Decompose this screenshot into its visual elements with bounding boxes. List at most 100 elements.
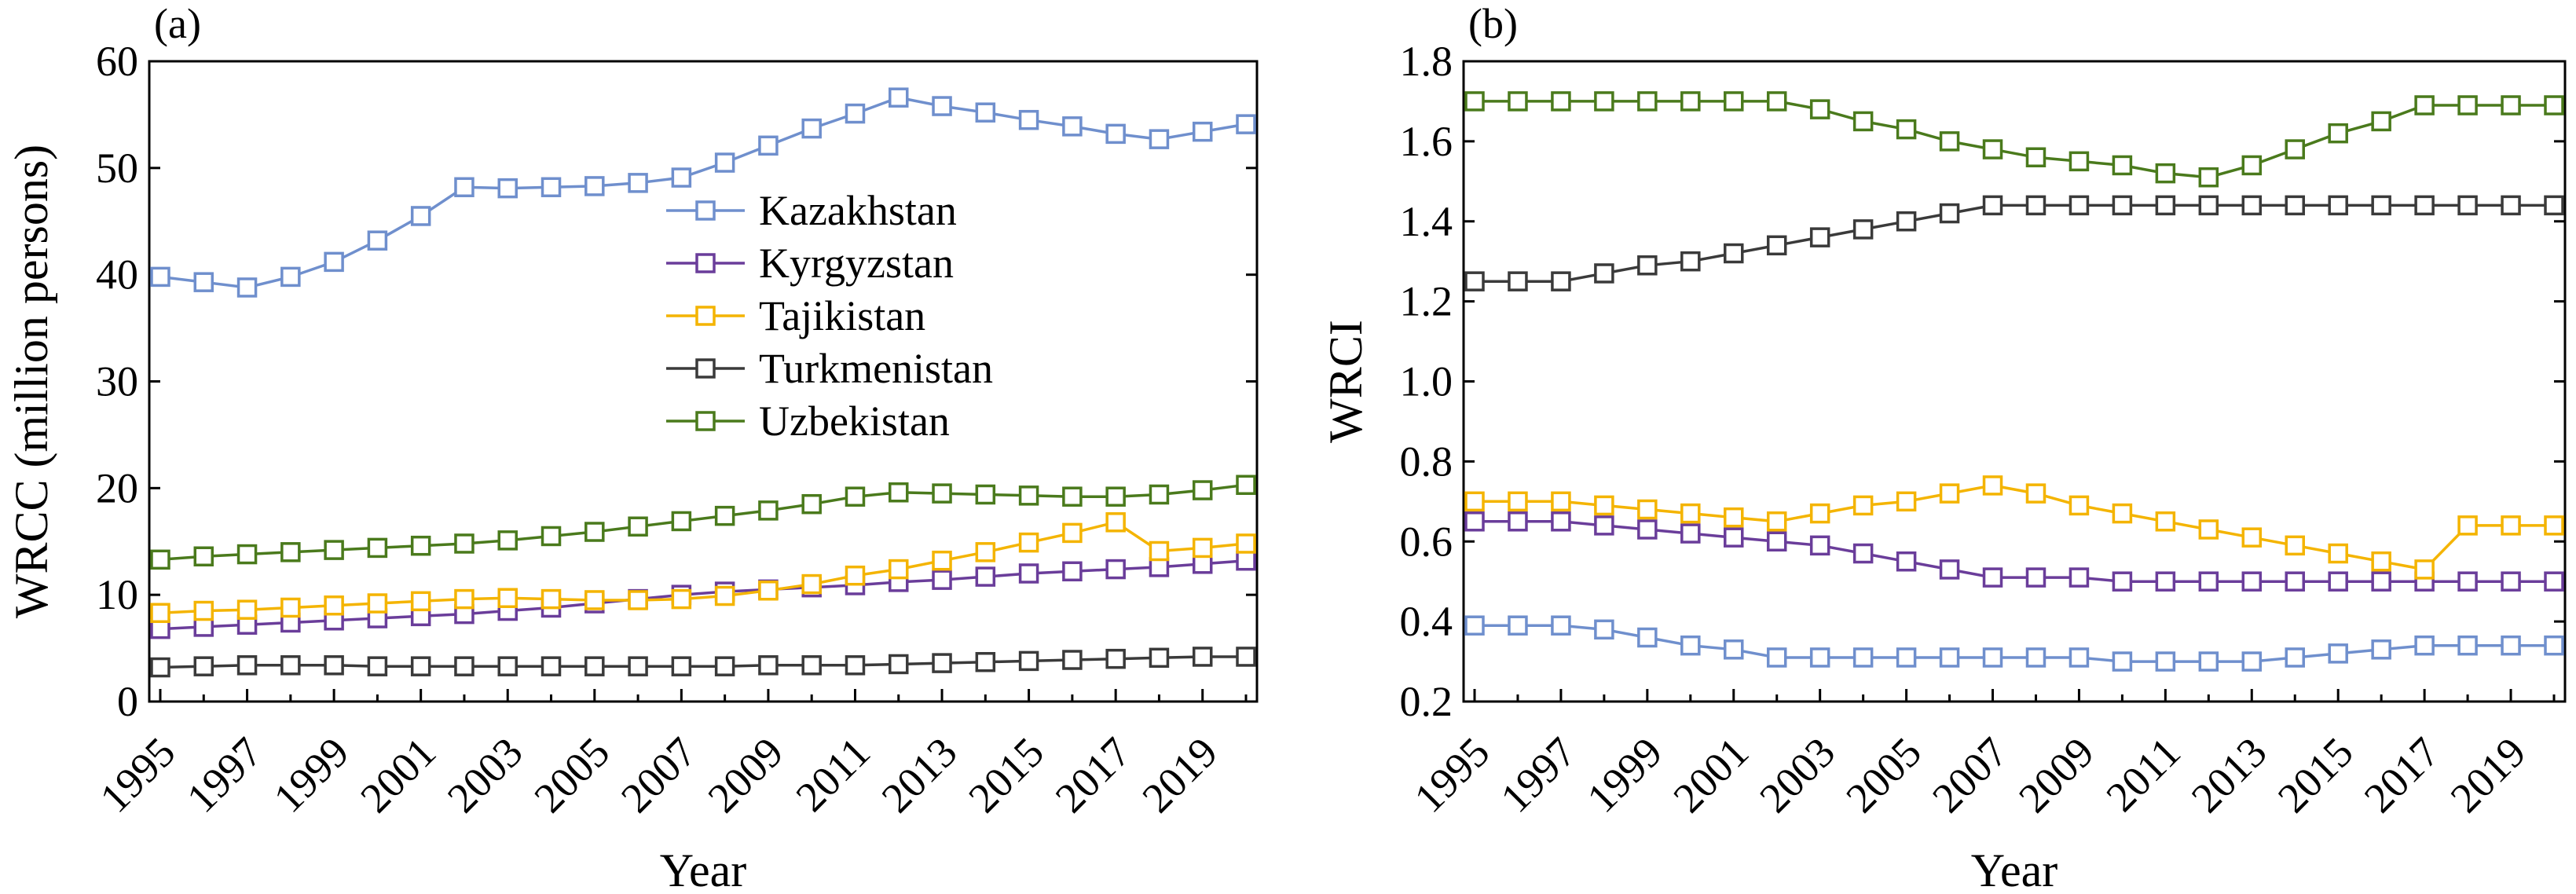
legend: Kazakhstan Kyrgyzstan Tajikistan Turkmenist… bbox=[666, 187, 993, 445]
data-point-turkmenistan bbox=[2198, 195, 2219, 216]
data-point-kazakhstan bbox=[2371, 639, 2391, 660]
data-point-kazakhstan bbox=[1982, 647, 2003, 668]
data-point-tajikistan bbox=[2068, 495, 2090, 516]
data-point-kazakhstan bbox=[1236, 114, 1256, 134]
data-point-uzbekistan bbox=[2155, 163, 2176, 184]
x-tick-label: 2005 bbox=[525, 728, 618, 822]
data-point-kazakhstan bbox=[150, 266, 170, 288]
legend-label: Uzbekistan bbox=[759, 398, 950, 445]
data-point-kazakhstan bbox=[1105, 123, 1126, 145]
y-tick-label: 0 bbox=[117, 678, 138, 725]
data-point-turkmenistan bbox=[1018, 650, 1039, 672]
x-tick-label: 2001 bbox=[351, 728, 445, 822]
data-point-kazakhstan bbox=[2328, 643, 2348, 664]
data-point-tajikistan bbox=[410, 591, 431, 612]
data-point-turkmenistan bbox=[236, 655, 258, 676]
data-point-uzbekistan bbox=[1018, 485, 1039, 506]
data-point-kyrgyzstan bbox=[1852, 543, 1874, 564]
data-point-turkmenistan bbox=[584, 656, 605, 676]
data-point-tajikistan bbox=[2025, 483, 2047, 504]
data-point-turkmenistan bbox=[2025, 195, 2047, 216]
data-point-uzbekistan bbox=[1896, 119, 1917, 140]
series-kyrgyzstan bbox=[1464, 511, 2564, 592]
data-point-uzbekistan bbox=[2501, 95, 2521, 115]
data-point-kyrgyzstan bbox=[1637, 519, 1658, 540]
series-line-kyrgyzstan bbox=[159, 559, 1247, 631]
y-tick-label: 60 bbox=[96, 38, 138, 85]
data-point-kazakhstan bbox=[1192, 121, 1213, 142]
y-tick-label: 1.2 bbox=[1400, 278, 1453, 325]
x-tick-label: 2013 bbox=[2182, 728, 2276, 822]
data-point-kyrgyzstan bbox=[1551, 511, 1571, 532]
data-point-tajikistan bbox=[236, 599, 258, 620]
data-point-uzbekistan bbox=[2112, 155, 2133, 176]
legend-marker bbox=[695, 200, 716, 221]
data-point-turkmenistan bbox=[1680, 251, 1701, 272]
data-point-kyrgyzstan bbox=[2068, 567, 2090, 588]
data-point-turkmenistan bbox=[1724, 243, 1744, 264]
data-point-turkmenistan bbox=[714, 656, 735, 676]
series-line-turkmenistan bbox=[159, 655, 1246, 669]
data-point-kyrgyzstan bbox=[1062, 561, 1083, 582]
x-tick-label: 2015 bbox=[2269, 728, 2362, 822]
data-point-tajikistan bbox=[1551, 491, 1571, 512]
data-point-turkmenistan bbox=[2112, 195, 2133, 216]
data-point-turkmenistan bbox=[1236, 647, 1256, 667]
data-point-uzbekistan bbox=[801, 493, 822, 515]
data-point-kazakhstan bbox=[367, 230, 388, 251]
x-tick-label: 2017 bbox=[2355, 728, 2449, 822]
data-point-kazakhstan bbox=[2025, 647, 2047, 668]
data-point-uzbekistan bbox=[2025, 147, 2047, 167]
data-point-uzbekistan bbox=[1551, 91, 1571, 112]
x-tick-label: 2009 bbox=[2010, 728, 2103, 822]
data-point-uzbekistan bbox=[236, 544, 258, 565]
y-tick-label: 0.4 bbox=[1400, 598, 1453, 645]
data-point-kazakhstan bbox=[1896, 647, 1917, 668]
data-point-kazakhstan bbox=[1637, 627, 1658, 648]
data-point-kazakhstan bbox=[2414, 635, 2435, 656]
x-tick-label: 1999 bbox=[1578, 728, 1672, 822]
data-point-tajikistan bbox=[1982, 475, 2003, 496]
data-point-uzbekistan bbox=[454, 533, 475, 554]
legend-item-tajikistan: Tajikistan bbox=[666, 292, 925, 339]
data-point-turkmenistan bbox=[1766, 235, 1787, 256]
data-point-turkmenistan bbox=[324, 655, 344, 676]
data-point-kazakhstan bbox=[1724, 639, 1744, 660]
legend-item-kyrgyzstan: Kyrgyzstan bbox=[666, 240, 954, 287]
data-point-turkmenistan bbox=[1896, 211, 1917, 232]
x-axis-title: Year bbox=[660, 845, 747, 894]
data-point-tajikistan bbox=[932, 550, 952, 571]
x-tick-label: 1999 bbox=[265, 728, 358, 822]
data-point-kazakhstan bbox=[584, 176, 605, 196]
data-point-uzbekistan bbox=[1982, 139, 2003, 159]
data-point-turkmenistan bbox=[540, 656, 562, 676]
data-point-kazakhstan bbox=[2198, 651, 2219, 672]
y-tick-label: 10 bbox=[96, 571, 138, 618]
data-point-tajikistan bbox=[324, 595, 344, 616]
data-point-turkmenistan bbox=[497, 656, 518, 676]
data-point-kazakhstan bbox=[1149, 129, 1170, 149]
data-point-turkmenistan bbox=[2457, 195, 2478, 216]
x-tick-label: 2007 bbox=[1923, 728, 2017, 822]
data-point-tajikistan bbox=[2155, 511, 2176, 532]
series-line-kazakhstan bbox=[1475, 624, 2554, 663]
data-point-kazakhstan bbox=[932, 96, 952, 116]
x-tick-label: 2019 bbox=[2442, 728, 2535, 822]
series-line-uzbekistan bbox=[1475, 100, 2554, 179]
data-point-kazakhstan bbox=[193, 272, 214, 292]
legend-marker bbox=[695, 253, 716, 273]
data-point-kazakhstan bbox=[758, 135, 779, 156]
x-tick-label: 2019 bbox=[1133, 728, 1226, 822]
data-point-uzbekistan bbox=[1508, 91, 1528, 112]
data-point-kazakhstan bbox=[2068, 647, 2090, 668]
data-point-kyrgyzstan bbox=[1982, 567, 2003, 588]
data-point-turkmenistan bbox=[150, 657, 170, 678]
data-point-tajikistan bbox=[1680, 503, 1701, 524]
series-tajikistan bbox=[150, 512, 1256, 624]
data-point-kazakhstan bbox=[1551, 615, 1571, 636]
series-line-tajikistan bbox=[159, 520, 1247, 615]
legend-label: Turkmenistan bbox=[759, 345, 993, 392]
legend-marker bbox=[695, 306, 716, 326]
data-point-kyrgyzstan bbox=[2025, 567, 2047, 588]
